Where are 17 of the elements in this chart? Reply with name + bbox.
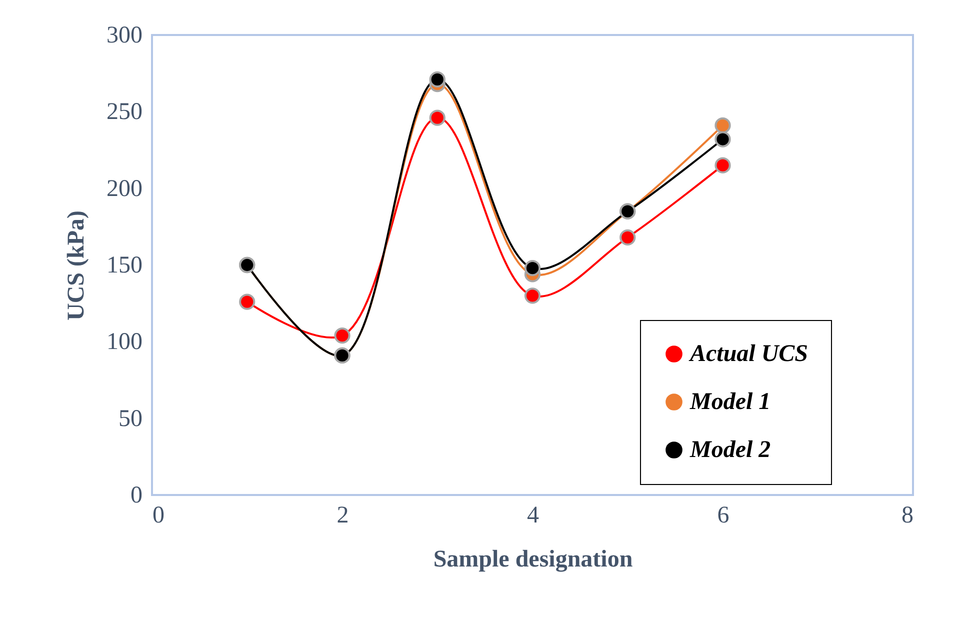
y-tick-label: 0 <box>130 482 142 508</box>
x-tick-label: 2 <box>336 502 349 528</box>
y-tick-label: 150 <box>106 252 142 278</box>
x-tick-label: 4 <box>527 502 539 528</box>
legend-label: Actual UCS <box>688 341 808 367</box>
legend-label: Model 2 <box>689 437 771 463</box>
legend-label: Model 1 <box>689 389 771 415</box>
x-tick-label: 0 <box>152 502 164 528</box>
y-tick-label: 300 <box>106 22 142 48</box>
x-axis-title: Sample designation <box>433 546 633 572</box>
x-tick-label: 6 <box>717 502 730 528</box>
y-axis-title: UCS (kPa) <box>64 210 90 321</box>
y-tick-label: 200 <box>106 176 142 202</box>
y-tick-label: 50 <box>118 406 142 432</box>
y-tick-label: 100 <box>106 329 142 356</box>
x-tick-label: 8 <box>902 502 914 528</box>
y-tick-label: 250 <box>106 99 142 126</box>
